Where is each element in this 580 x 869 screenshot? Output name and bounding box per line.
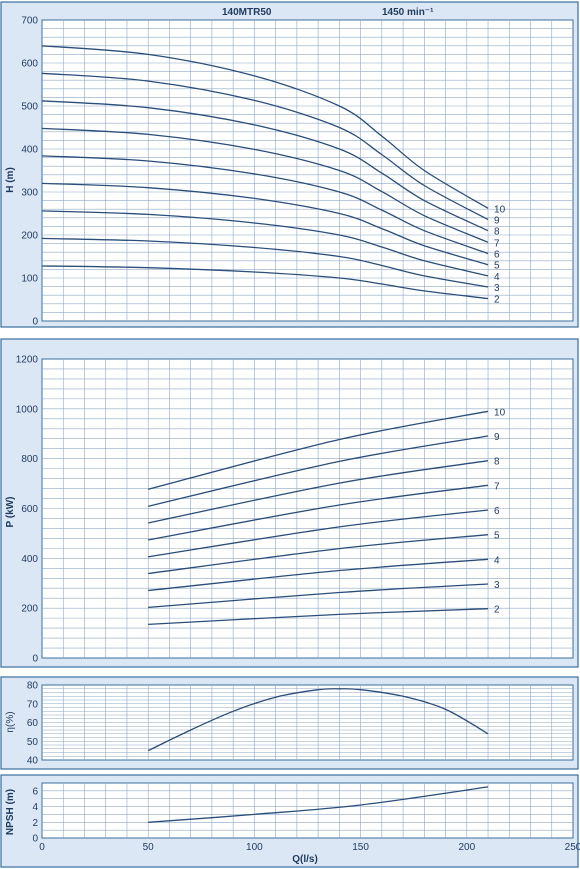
power-chart: 0 200 400 600 800 1000 1200 10 9 8 7 6 5 4 3 2 (16, 355, 574, 665)
head-curve-4 (41, 210, 489, 277)
npsh-x-tick-label: 0 (39, 842, 45, 853)
power-y-tick-label: 600 (21, 504, 38, 515)
power-curve-5 (148, 534, 489, 575)
power-y-tick-label: 800 (21, 454, 38, 465)
pump-speed-label: 1450 min⁻¹ (382, 7, 434, 18)
npsh-y-tick-label: 0 (32, 834, 38, 845)
efficiency-y-tick-label: 50 (27, 737, 39, 748)
head-curve-10 (41, 45, 489, 209)
power-curve-label: 9 (494, 432, 500, 443)
npsh-x-tick-label: 200 (458, 842, 475, 853)
power-curve-label: 10 (494, 407, 506, 418)
power-axis-label: P (kW) (5, 497, 16, 528)
power-curve-label: 4 (494, 555, 500, 566)
head-curve-8 (41, 100, 489, 232)
head-y-tick-label: 400 (21, 145, 38, 156)
head-curve-label: 2 (494, 295, 500, 306)
power-curve-8 (148, 460, 489, 524)
head-curve-label: 7 (494, 238, 500, 249)
head-y-tick-label: 500 (21, 102, 38, 113)
head-axis-label: H (m) (5, 167, 16, 193)
power-curve-7 (148, 484, 489, 541)
head-curve-label: 3 (494, 283, 500, 294)
head-curve-label: 4 (494, 272, 500, 283)
head-curve-3 (41, 237, 489, 288)
head-curve-6 (41, 155, 489, 255)
efficiency-y-tick-label: 60 (27, 718, 39, 729)
npsh-x-tick-label: 250 (565, 842, 580, 853)
head-curve-label: 8 (494, 227, 500, 238)
head-y-tick-label: 300 (21, 188, 38, 199)
npsh-y-tick-label: 4 (32, 802, 38, 813)
head-y-tick-label: 0 (32, 317, 38, 328)
efficiency-axis-label: η(%) (5, 711, 16, 732)
npsh-chart: 0 2 4 6 0 50 100 150 200 250 (32, 782, 580, 853)
head-y-tick-label: 200 (21, 231, 38, 242)
efficiency-y-tick-label: 80 (27, 681, 39, 692)
power-y-tick-label: 200 (21, 604, 38, 615)
power-curve-label: 5 (494, 531, 500, 542)
head-plot-area (41, 19, 574, 322)
efficiency-chart: 40 50 60 70 80 (27, 681, 574, 767)
npsh-axis-label: NPSH (m) (5, 789, 16, 835)
head-curve-label: 10 (494, 204, 506, 215)
power-curve-4 (148, 558, 489, 592)
head-y-tick-label: 600 (21, 59, 38, 70)
power-y-tick-label: 0 (32, 654, 38, 665)
flow-axis-label: Q(l/s) (292, 854, 318, 865)
head-y-tick-label: 700 (21, 16, 38, 27)
efficiency-y-tick-label: 70 (27, 699, 39, 710)
npsh-x-tick-label: 150 (352, 842, 369, 853)
power-curve-label: 2 (494, 605, 500, 616)
power-y-tick-label: 1200 (16, 355, 39, 366)
efficiency-y-tick-label: 40 (27, 756, 39, 767)
npsh-x-tick-label: 50 (143, 842, 155, 853)
npsh-y-tick-label: 6 (32, 786, 38, 797)
power-curve-6 (148, 509, 489, 558)
head-curve-9 (41, 72, 489, 221)
head-curve-label: 5 (494, 261, 500, 272)
power-curve-label: 8 (494, 457, 500, 468)
power-curve-label: 3 (494, 580, 500, 591)
power-curve-label: 6 (494, 506, 500, 517)
pump-model-title: 140MTR50 (222, 7, 272, 18)
power-curve-label: 7 (494, 481, 500, 492)
head-curve-label: 6 (494, 249, 500, 260)
npsh-curve (148, 786, 489, 823)
efficiency-curve (147, 688, 489, 752)
head-curve-7 (41, 127, 489, 243)
npsh-y-tick-label: 2 (32, 818, 38, 829)
head-curve-label: 9 (494, 216, 500, 227)
head-curve-2 (41, 265, 489, 300)
power-curve-3 (148, 583, 489, 609)
power-curve-10 (148, 410, 489, 490)
head-y-tick-label: 100 (21, 274, 38, 285)
head-curve-5 (41, 182, 489, 266)
power-y-tick-label: 400 (21, 554, 38, 565)
power-curve-2 (148, 608, 489, 626)
power-curve-9 (148, 435, 489, 507)
npsh-x-tick-label: 100 (246, 842, 263, 853)
power-y-tick-label: 1000 (16, 404, 39, 415)
